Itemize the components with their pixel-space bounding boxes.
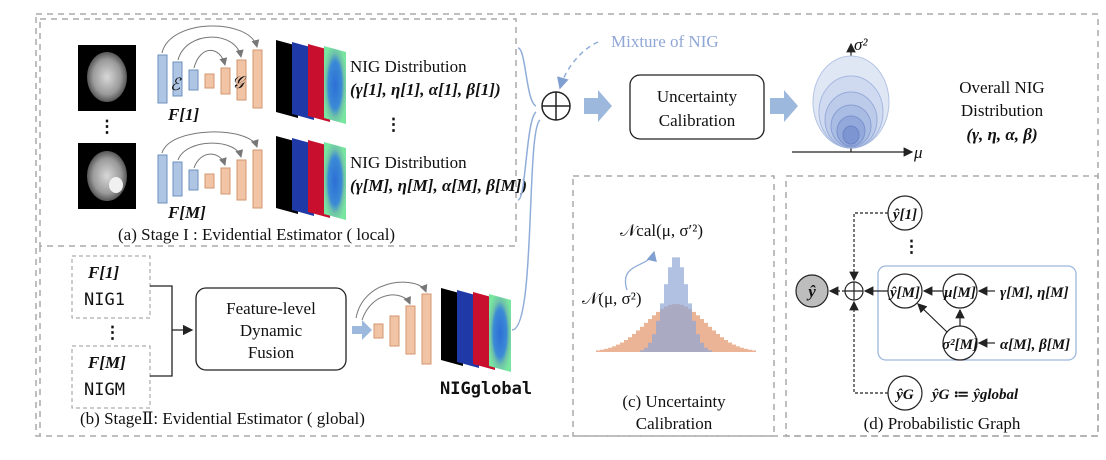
- global-link: [511, 119, 541, 331]
- mixture-arrow: [557, 41, 599, 90]
- encoder-symbol: ℰ: [170, 75, 182, 94]
- calibration-box: [629, 74, 765, 140]
- svg-text:ŷ[M]: ŷ[M]: [888, 285, 920, 301]
- panel-c-frame: [572, 175, 775, 437]
- bracket-bottom: [517, 111, 537, 201]
- feature-m-label: F[M]: [167, 203, 206, 222]
- panel-c-caption-1: (c) Uncertainty: [622, 392, 726, 411]
- stage2-in1-nig: NIG1: [84, 290, 125, 310]
- output-maps-1: [276, 40, 346, 124]
- overall-line2: Distribution: [961, 101, 1044, 120]
- unet-1: ℰ 𝒢 F[1]: [157, 25, 263, 124]
- to-calibration-arrow: [584, 90, 612, 122]
- stage1-caption: (a) Stage I : Evidential Estimator ( loc…: [118, 225, 395, 244]
- svg-text:σ²[M]: σ²[M]: [942, 337, 978, 353]
- mu-axis-label: μ: [913, 143, 923, 162]
- svg-text:ŷG: ŷG: [894, 387, 914, 403]
- sum-node: [541, 91, 571, 121]
- nig-dist-1-title: NIG Distribution: [350, 57, 467, 76]
- stage1-frame: [39, 18, 517, 247]
- base-blue-distribution: [640, 257, 712, 352]
- stage2-input-m: [71, 345, 151, 409]
- graph-ellipsis: ⋮: [903, 237, 920, 256]
- sigma-axis-label: σ²: [854, 35, 868, 54]
- svg-text:ŷ[1]: ŷ[1]: [891, 207, 917, 223]
- calibrated-dist-label: 𝒩cal(μ, σ′²): [620, 221, 703, 240]
- panel-c-caption-2: Calibration: [636, 414, 713, 433]
- dist-ellipsis: ⋮: [385, 115, 402, 134]
- fusion-box: [195, 287, 347, 371]
- gamma-eta-params: γ[M], η[M]: [1000, 285, 1069, 301]
- fusion-arrow: [352, 320, 372, 340]
- stage2-inm-feat: F[M]: [87, 353, 126, 372]
- panel-d: ŷ ŷ[1] ⋮ ŷ[M] μ[M] γ[M], η[M] σ²[M] α[M]…: [795, 195, 1077, 433]
- svg-text:Feature-level: Feature-level: [226, 299, 316, 318]
- mixture-label: Mixture of NIG: [611, 32, 719, 51]
- nig-dist-m-params: (γ[M], η[M], α[M], β[M]): [350, 176, 527, 195]
- overall-line1: Overall NIG: [959, 78, 1044, 97]
- scan-ellipsis: ⋮: [99, 117, 116, 136]
- stage2-in1-feat: F[1]: [87, 263, 120, 282]
- bracket-top: [517, 47, 537, 107]
- panel-d-frame: [785, 175, 1099, 437]
- yg-definition: ŷG ≔ ŷglobal: [930, 387, 1019, 403]
- base-dist-label: 𝒩(μ, σ²): [582, 289, 641, 308]
- svg-text:μ[M]: μ[M]: [943, 285, 976, 301]
- to-distribution-arrow: [770, 90, 798, 122]
- nig-dist-m-title: NIG Distribution: [350, 153, 467, 172]
- nig-contour-plot: μ σ²: [792, 35, 923, 162]
- alpha-beta-params: α[M], β[M]: [1000, 337, 1070, 353]
- stage2-merge-arrow: [150, 285, 192, 377]
- stage2-inm-nig: NIGM: [84, 380, 125, 400]
- overall-params: (γ, η, α, β): [966, 125, 1037, 144]
- output-maps-m: [276, 136, 346, 220]
- global-output-maps: [441, 288, 511, 372]
- panel-d-caption: (d) Probabilistic Graph: [864, 414, 1021, 433]
- svg-text:Dynamic: Dynamic: [240, 321, 303, 340]
- stage2-caption: (b) StageⅡ: Evidential Estimator ( globa…: [80, 409, 365, 428]
- svg-text:Fusion: Fusion: [248, 343, 295, 362]
- feature-1-label: F[1]: [167, 105, 200, 124]
- outer-frame: [35, 13, 1099, 437]
- nig-global-label: NIGglobal: [440, 379, 532, 399]
- nig-dist-1-params: (γ[1], η[1], α[1], β[1]): [350, 80, 501, 99]
- stage2-ellipsis: ⋮: [104, 323, 121, 342]
- svg-text:ŷ: ŷ: [806, 282, 816, 301]
- stage2-group: F[1] NIG1 ⋮ F[M] NIGM Feature-level Dyna…: [71, 255, 532, 428]
- y-hat-node: [795, 274, 829, 308]
- stage1-group: ⋮ ℰ 𝒢 F[1]: [78, 25, 527, 244]
- unet-m: F[M]: [157, 131, 263, 222]
- decoder-symbol: 𝒢: [232, 73, 247, 92]
- stage2-input-1: [71, 255, 151, 319]
- svg-text:Uncertainty: Uncertainty: [657, 87, 738, 106]
- svg-text:Calibration: Calibration: [659, 111, 736, 130]
- panel-c: 𝒩cal(μ, σ′²) 𝒩(μ, σ²) (c) Uncertainty Ca…: [582, 221, 756, 433]
- calibration-curve-arrow: [624, 250, 657, 291]
